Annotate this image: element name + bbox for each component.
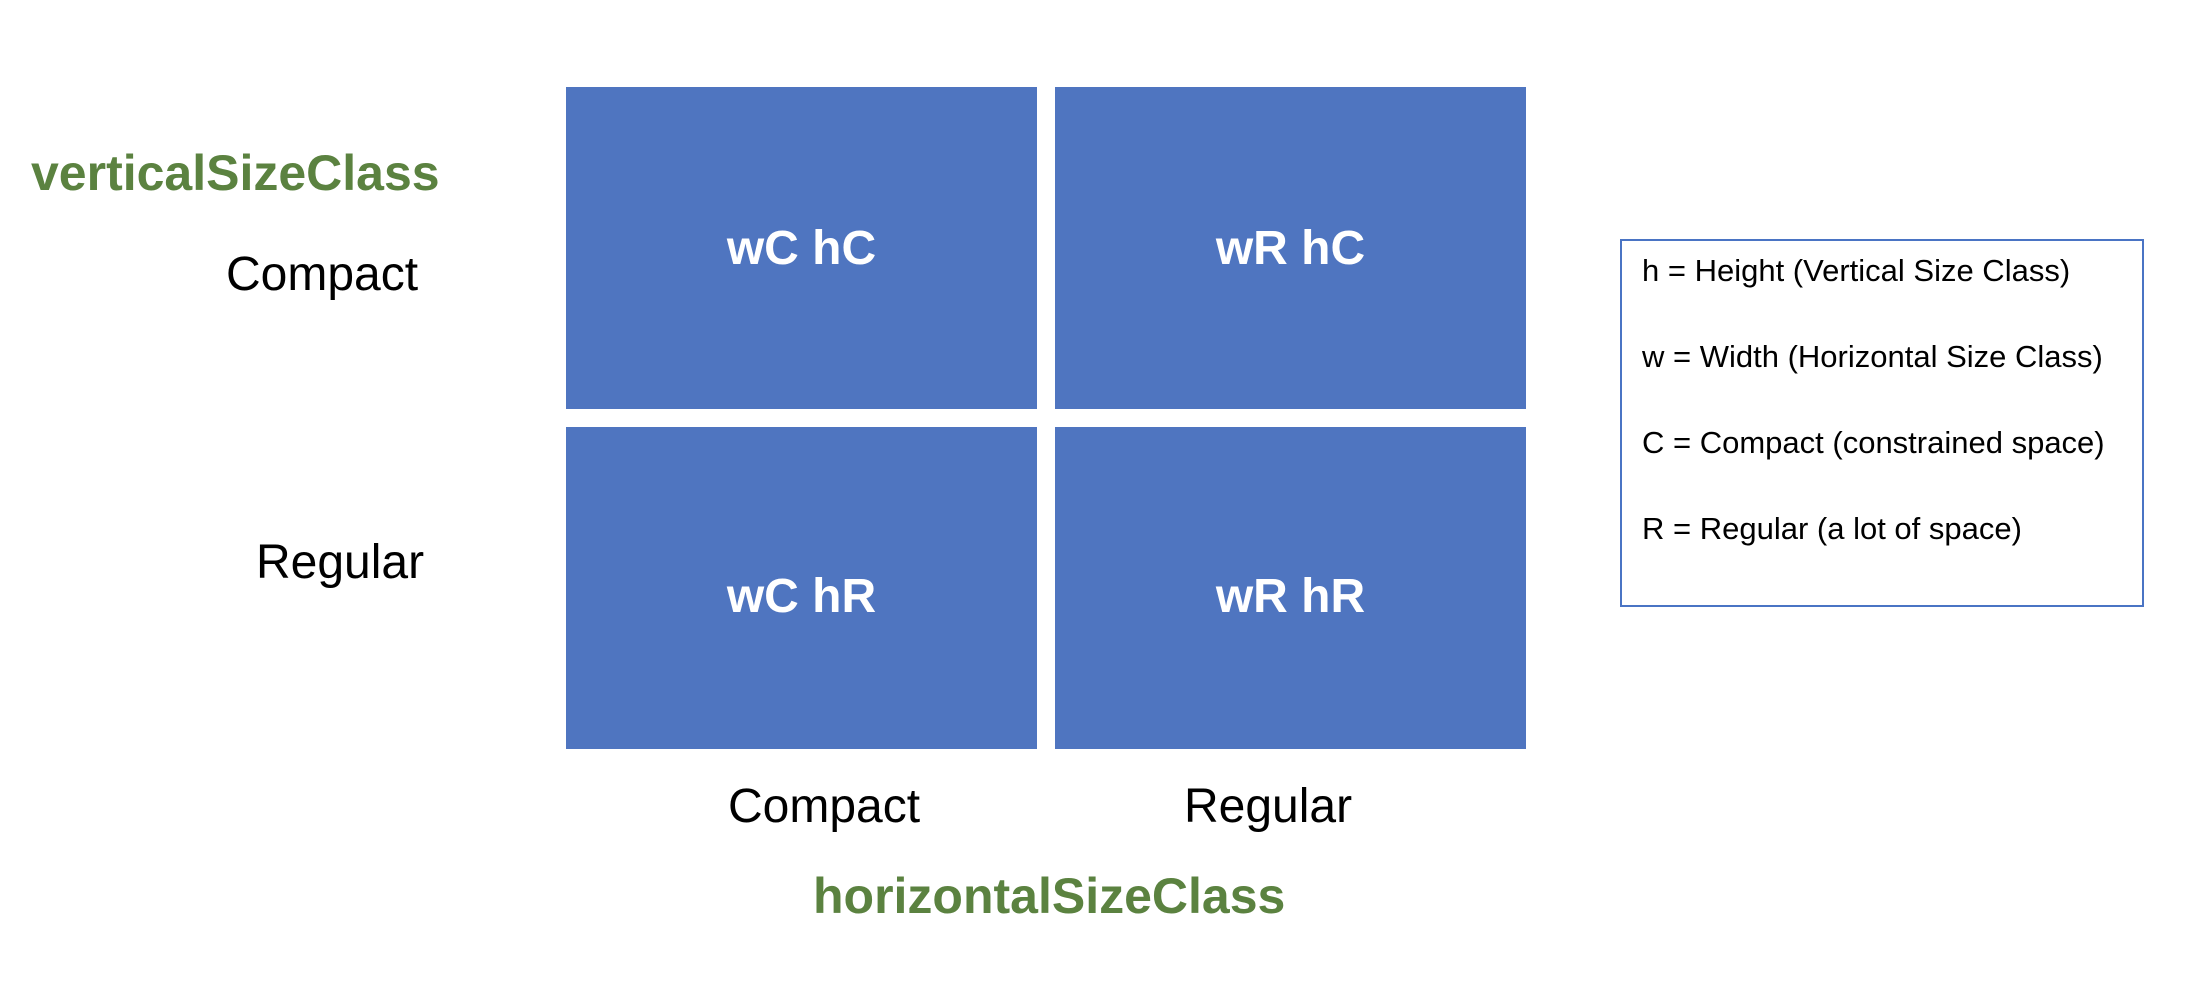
cell-wr-hc: wR hC — [1055, 87, 1526, 409]
vertical-axis-label-compact: Compact — [226, 248, 419, 301]
legend-item-regular: R = Regular (a lot of space) — [1642, 511, 2022, 546]
vertical-axis-label-regular: Regular — [256, 536, 425, 589]
cell-wc-hc: wC hC — [566, 87, 1037, 409]
cell-wc-hr: wC hR — [566, 427, 1037, 749]
legend-item-width: w = Width (Horizontal Size Class) — [1642, 339, 2103, 374]
legend-box: h = Height (Vertical Size Class) w = Wid… — [1620, 239, 2144, 607]
legend-item-height: h = Height (Vertical Size Class) — [1642, 253, 2071, 288]
cell-wr-hr: wR hR — [1055, 427, 1526, 749]
horizontal-axis-label-compact: Compact — [728, 780, 921, 833]
horizontal-axis-label-regular: Regular — [1184, 780, 1353, 833]
horizontal-axis-title: horizontalSizeClass — [813, 868, 1286, 924]
vertical-axis-title: verticalSizeClass — [31, 145, 440, 201]
legend-item-compact: C = Compact (constrained space) — [1642, 425, 2105, 460]
